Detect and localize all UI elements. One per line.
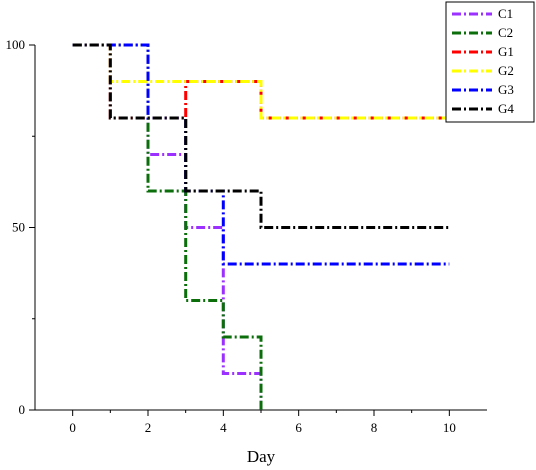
x-axis-title: Day: [247, 447, 276, 466]
series-line-g4: [72, 43, 450, 229]
y-tick-label: 50: [12, 220, 25, 235]
series-line-g3: [72, 43, 450, 266]
legend-label-g1: G1: [498, 44, 514, 59]
legend: C1 C2 G1 G2 G3 G4: [445, 1, 535, 123]
y-tick-label: 0: [19, 402, 26, 417]
series-line-g2: [72, 43, 450, 120]
series-layer: [72, 43, 450, 410]
legend-box: [445, 1, 535, 123]
legend-label-g4: G4: [498, 101, 514, 116]
x-tick-label: 6: [295, 420, 302, 435]
x-tick-label: 4: [220, 420, 227, 435]
x-tick-label: 0: [69, 420, 76, 435]
legend-label-c1: C1: [498, 6, 513, 21]
x-tick-label: 8: [371, 420, 378, 435]
legend-label-g3: G3: [498, 82, 514, 97]
y-tick-label: 100: [6, 37, 26, 52]
x-tick-label: 2: [145, 420, 152, 435]
series-line-c1: [72, 43, 263, 410]
series-line-c2: [72, 43, 263, 410]
legend-label-c2: C2: [498, 25, 513, 40]
x-tick-label: 10: [443, 420, 456, 435]
legend-label-g2: G2: [498, 63, 514, 78]
